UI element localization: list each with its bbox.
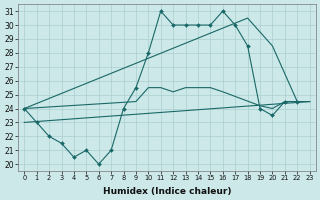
X-axis label: Humidex (Indice chaleur): Humidex (Indice chaleur) — [103, 187, 231, 196]
